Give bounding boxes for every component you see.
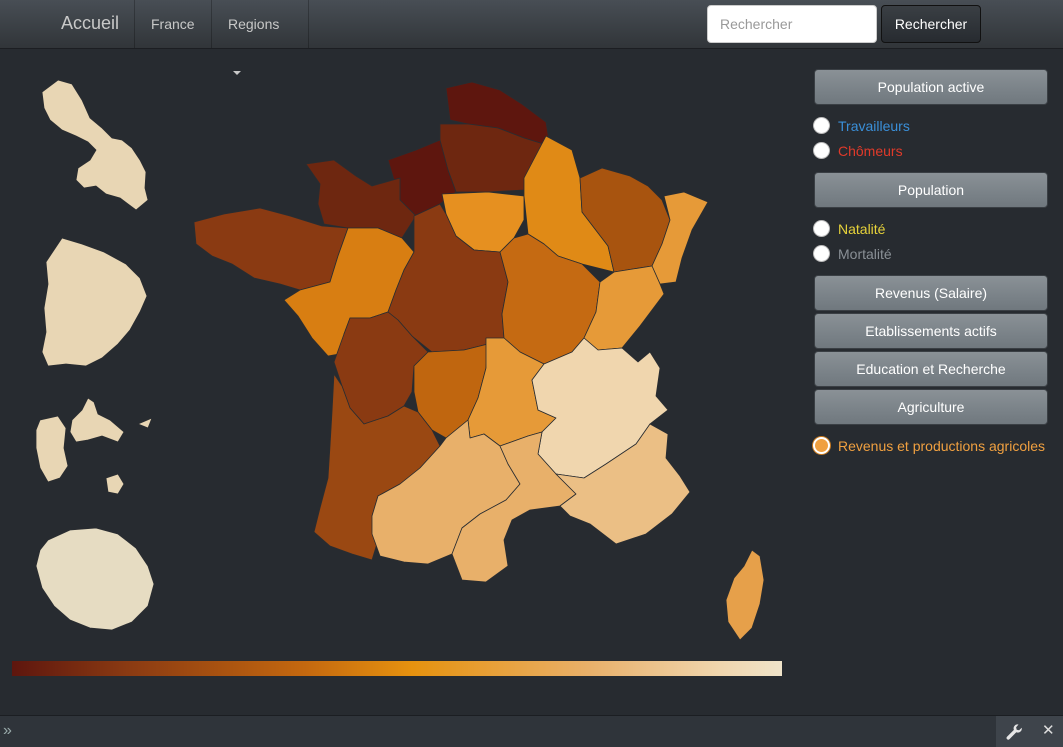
search-button[interactable]: Rechercher	[881, 5, 981, 43]
region-martinique[interactable]	[41, 79, 149, 211]
region-franche-comte[interactable]	[583, 265, 665, 351]
region-languedoc-roussillon[interactable]	[451, 431, 577, 583]
france-map	[35, 79, 765, 641]
nav-item-regions-dropdown[interactable]: Regions	[211, 0, 309, 76]
region-corse[interactable]	[725, 549, 765, 641]
region-reunion[interactable]	[35, 527, 155, 631]
caret-down-icon	[233, 71, 241, 76]
education-recherche-button[interactable]: Education et Recherche	[814, 351, 1048, 387]
label-mortalite: Mortalité	[838, 246, 892, 262]
toolbar-tools: ✕	[996, 716, 1063, 747]
radio-natalite[interactable]	[813, 220, 830, 237]
region-poitou-charentes[interactable]	[333, 311, 429, 425]
brand-home-link[interactable]: Accueil	[61, 13, 120, 33]
nav-item-regions-label: Regions	[228, 16, 280, 32]
color-scale-legend	[12, 661, 782, 676]
population-active-button[interactable]: Population active	[814, 69, 1048, 105]
bottom-toolbar: » ✕	[0, 715, 1063, 747]
label-natalite: Natalité	[838, 221, 886, 237]
radio-chomeurs[interactable]	[813, 142, 830, 159]
navbar: Accueil France Regions Rechercher	[0, 0, 1063, 76]
agriculture-button[interactable]: Agriculture	[814, 389, 1048, 425]
label-travailleurs: Travailleurs	[838, 118, 910, 134]
radio-mortalite[interactable]	[813, 245, 830, 262]
wrench-icon[interactable]	[1004, 722, 1024, 742]
radio-revenus-productions-agricoles[interactable]	[813, 437, 830, 454]
population-button[interactable]: Population	[814, 172, 1048, 208]
close-icon[interactable]: ✕	[1042, 722, 1055, 739]
search-input[interactable]	[707, 5, 877, 43]
label-revenus-productions-agricoles: Revenus et productions agricoles	[838, 438, 1046, 454]
revenus-salaire-button[interactable]: Revenus (Salaire)	[814, 275, 1048, 311]
region-guadeloupe[interactable]	[35, 397, 153, 495]
region-guyane[interactable]	[41, 237, 148, 367]
nav-item-france[interactable]: France	[134, 0, 211, 48]
label-chomeurs: Chômeurs	[838, 143, 903, 159]
etablissements-actifs-button[interactable]: Etablissements actifs	[814, 313, 1048, 349]
radio-travailleurs[interactable]	[813, 117, 830, 134]
double-chevron-right-icon[interactable]: »	[3, 722, 12, 739]
region-alsace[interactable]	[651, 191, 709, 285]
region-paca[interactable]	[555, 423, 691, 545]
region-basse-normandie[interactable]	[305, 159, 417, 239]
